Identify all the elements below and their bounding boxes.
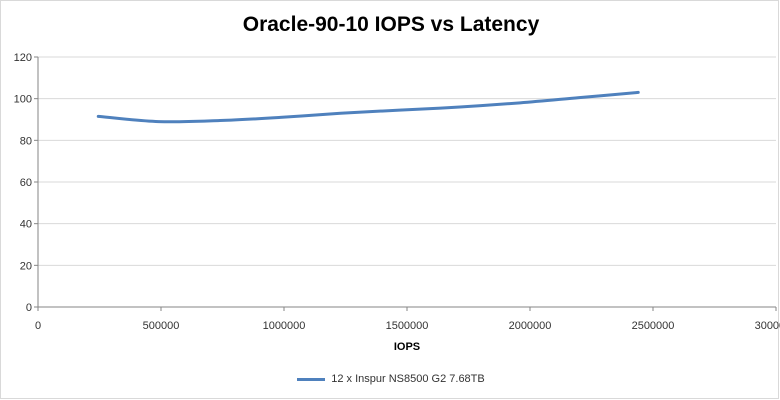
plot-svg: 0 20 40 60 80 100 120 0 500000 1000000 1500000 2000… — [14, 52, 780, 353]
x-tick-label: 0 — [35, 320, 41, 332]
y-tick-label: 60 — [20, 177, 32, 189]
x-tick-label: 3000000 — [755, 320, 780, 332]
y-tick-label: 40 — [20, 219, 32, 231]
y-tick-label: 120 — [14, 52, 32, 64]
y-tick-label: 0 — [26, 302, 32, 314]
legend-label: 12 x Inspur NS8500 G2 7.68TB — [331, 373, 485, 385]
chart-title: Oracle-90-10 IOPS vs Latency — [242, 13, 540, 36]
tick-labels: 0 20 40 60 80 100 120 0 500000 1000000 1500000 2000… — [14, 52, 780, 332]
x-tick-label: 500000 — [143, 320, 180, 332]
y-tick-label: 20 — [20, 260, 32, 272]
axes — [34, 56, 777, 311]
x-tick-label: 2000000 — [509, 320, 552, 332]
series-layer — [96, 90, 640, 124]
gridlines — [38, 56, 776, 266]
x-tick-label: 2500000 — [632, 320, 675, 332]
series-line — [96, 90, 640, 124]
x-tick-label: 1000000 — [263, 320, 306, 332]
x-axis-title: IOPS — [394, 341, 420, 353]
legend-swatch — [297, 377, 326, 381]
x-tick-label: 1500000 — [386, 320, 429, 332]
y-tick-label: 100 — [14, 94, 32, 106]
legend: 12 x Inspur NS8500 G2 7.68TB — [1, 373, 780, 385]
y-tick-label: 80 — [20, 135, 32, 147]
